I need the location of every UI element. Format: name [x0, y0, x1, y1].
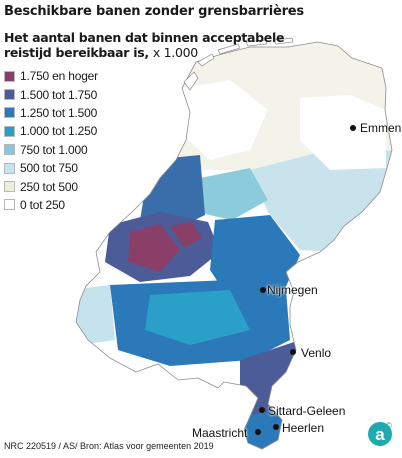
- legend-swatch: [4, 89, 15, 101]
- legend-label: 1.250 tot 1.500: [20, 105, 98, 120]
- page-title: Beschikbare banen zonder grensbarrières: [4, 4, 304, 19]
- region-randstad-peak: [128, 224, 180, 272]
- legend-item: 1.750 en hoger: [4, 67, 98, 85]
- region-zeeland: [76, 285, 115, 345]
- legend-label: 1.500 tot 1.750: [20, 87, 98, 102]
- region-gelderland: [210, 215, 300, 300]
- legend-item: 0 tot 250: [4, 196, 98, 214]
- city-marker-sittard-geleen: [259, 407, 265, 413]
- legend-item: 250 tot 500: [4, 177, 98, 195]
- city-label-maastricht: Maastricht: [192, 426, 248, 440]
- legend-item: 500 tot 750: [4, 159, 98, 177]
- region-friesland: [182, 80, 268, 160]
- legend: 1.750 en hoger 1.500 tot 1.750 1.250 tot…: [4, 67, 98, 214]
- source-credit: NRC 220519 / AS/ Bron: Atlas voor gemeen…: [4, 441, 214, 451]
- legend-swatch: [4, 199, 15, 211]
- legend-swatch: [4, 125, 15, 137]
- city-marker-venlo: [290, 349, 296, 355]
- city-label-venlo: Venlo: [301, 346, 332, 360]
- city-label-sittard-geleen: Sittard-Geleen: [268, 404, 346, 418]
- publisher-logo: a: [368, 422, 392, 446]
- city-marker-heerlen: [273, 424, 279, 430]
- subtitle-unit: x 1.000: [152, 45, 198, 60]
- legend-swatch: [4, 144, 15, 156]
- city-marker-maastricht: [255, 429, 261, 435]
- legend-label: 750 tot 1.000: [20, 142, 88, 157]
- legend-swatch: [4, 181, 15, 193]
- city-label-nijmegen: Nijmegen: [267, 283, 318, 297]
- logo-registered-mark: ©: [386, 421, 392, 430]
- legend-label: 250 tot 500: [20, 179, 78, 194]
- region-brabant-core: [145, 290, 250, 345]
- city-marker-nijmegen: [260, 287, 266, 293]
- legend-swatch: [4, 162, 15, 174]
- wadden-islands: [183, 37, 294, 91]
- legend-item: 1.000 tot 1.250: [4, 122, 98, 140]
- city-marker-emmen: [350, 125, 356, 131]
- city-markers: [255, 125, 356, 435]
- legend-swatch: [4, 107, 15, 119]
- legend-swatch: [4, 70, 15, 82]
- legend-label: 1.750 en hoger: [20, 69, 98, 84]
- legend-label: 500 tot 750: [20, 161, 78, 176]
- legend-item: 1.250 tot 1.500: [4, 104, 98, 122]
- legend-item: 750 tot 1.000: [4, 141, 98, 159]
- city-label-emmen: Emmen: [360, 121, 402, 135]
- region-flevoland: [200, 168, 268, 220]
- legend-item: 1.500 tot 1.750: [4, 85, 98, 103]
- region-amsterdam: [170, 222, 202, 248]
- logo-glyph: a: [375, 424, 385, 444]
- subtitle-text: Het aantal banen dat binnen acceptabele …: [4, 30, 285, 60]
- map-subtitle: Het aantal banen dat binnen acceptabele …: [4, 30, 304, 60]
- city-label-heerlen: Heerlen: [282, 421, 325, 435]
- region-drenthe: [300, 95, 386, 170]
- legend-label: 1.000 tot 1.250: [20, 124, 98, 139]
- legend-label: 0 tot 250: [20, 197, 65, 212]
